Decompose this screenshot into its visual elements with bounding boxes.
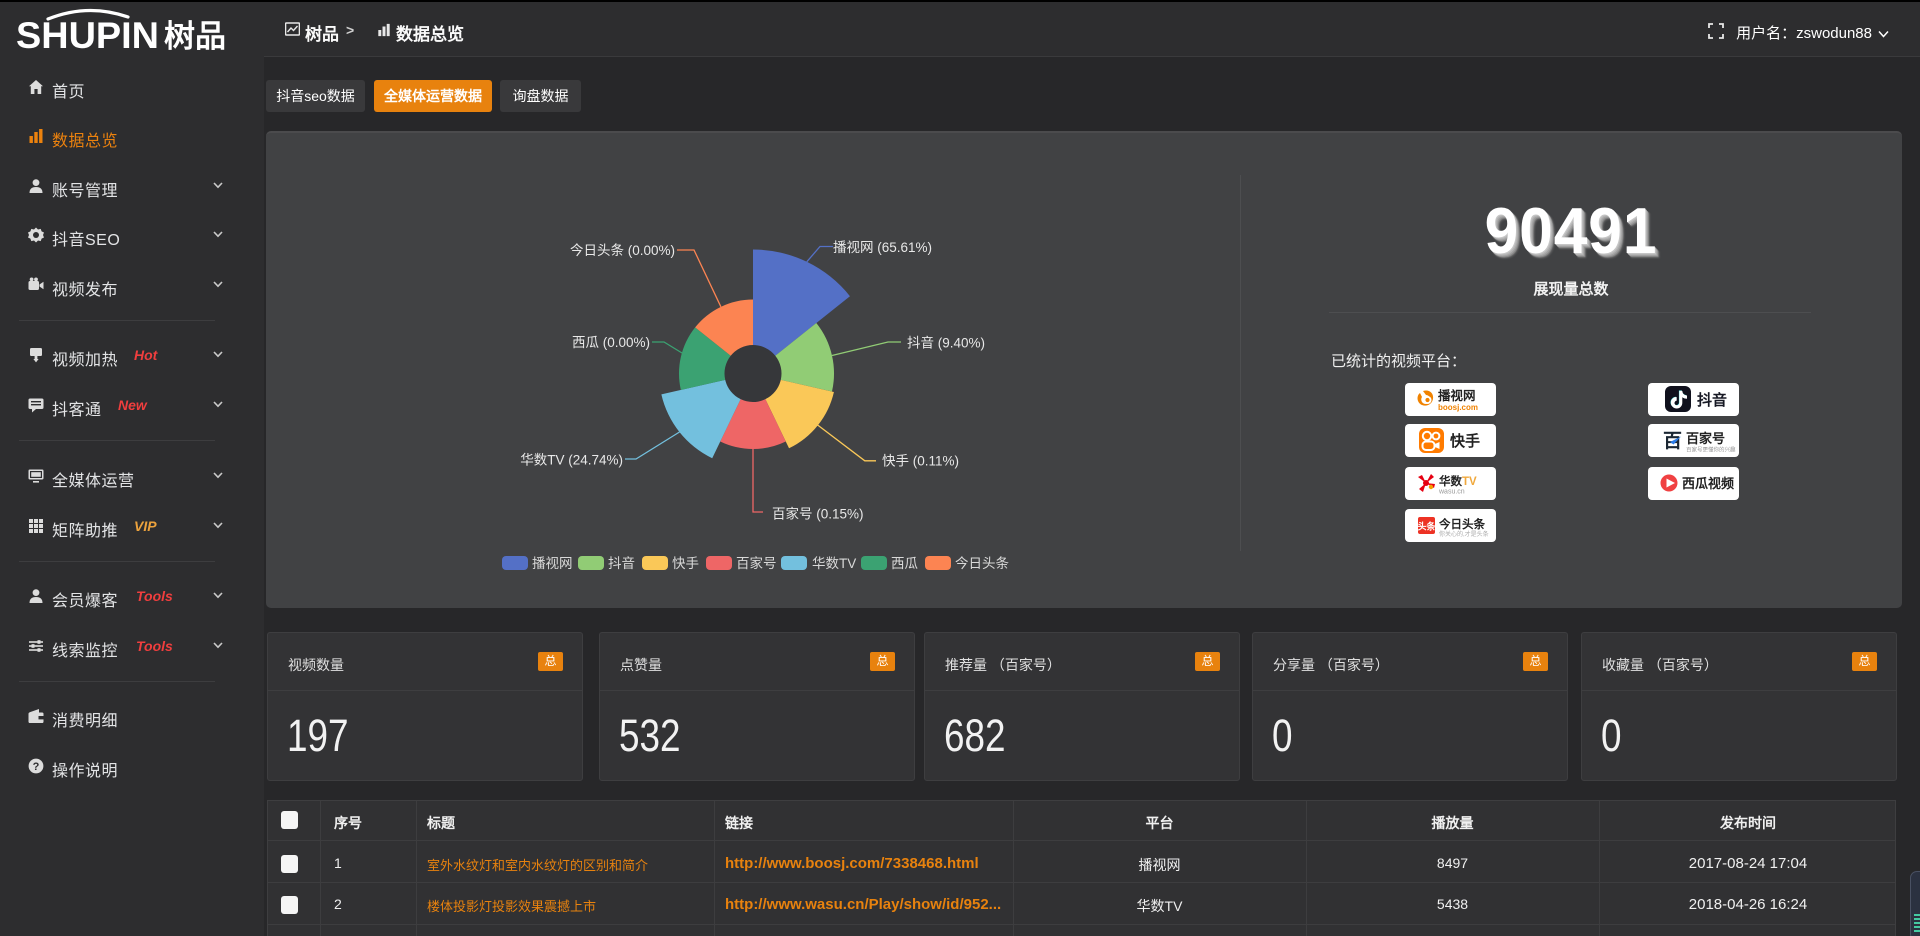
svg-text:SHUPIN: SHUPIN — [16, 15, 159, 56]
svg-text:你关心的,才是头条: 你关心的,才是头条 — [1439, 530, 1489, 538]
svg-text:百家号: 百家号 — [736, 555, 777, 571]
svg-text:抖音: 抖音 — [1697, 391, 1727, 409]
svg-text:?: ? — [33, 761, 40, 773]
svg-text:快手: 快手 — [1450, 432, 1480, 450]
svg-text:今日头条: 今日头条 — [1438, 517, 1485, 531]
svg-text:华数TV (24.74%): 华数TV (24.74%) — [520, 453, 623, 468]
svg-text:抖音 (9.40%): 抖音 (9.40%) — [907, 335, 985, 351]
svg-text:播视网: 播视网 — [1438, 388, 1476, 403]
svg-text:抖音: 抖音 — [608, 555, 635, 571]
svg-text:百家号: 百家号 — [1686, 431, 1725, 446]
svg-text:播视网: 播视网 — [532, 556, 573, 571]
svg-text:百家号 (0.15%): 百家号 (0.15%) — [772, 506, 864, 522]
svg-text:树品: 树品 — [164, 19, 226, 54]
svg-text:播视网 (65.61%): 播视网 (65.61%) — [833, 240, 932, 255]
svg-text:百家号更懂你的兴趣: 百家号更懂你的兴趣 — [1686, 446, 1736, 454]
svg-text:头条: 头条 — [1417, 521, 1436, 532]
svg-text:今日头条 (0.00%): 今日头条 (0.00%) — [570, 242, 675, 258]
svg-text:boosj.com: boosj.com — [1438, 403, 1478, 412]
svg-text:快手 (0.11%): 快手 (0.11%) — [882, 454, 959, 469]
svg-text:华数TV: 华数TV — [812, 556, 856, 571]
svg-text:西瓜 (0.00%): 西瓜 (0.00%) — [572, 335, 650, 350]
svg-text:西瓜: 西瓜 — [891, 556, 919, 571]
svg-text:西瓜视频: 西瓜视频 — [1682, 476, 1734, 491]
svg-text:快手: 快手 — [672, 556, 699, 571]
svg-text:华数TV: 华数TV — [1439, 474, 1477, 488]
svg-text:今日头条: 今日头条 — [955, 555, 1009, 571]
svg-text:wasu.cn: wasu.cn — [1438, 489, 1465, 496]
